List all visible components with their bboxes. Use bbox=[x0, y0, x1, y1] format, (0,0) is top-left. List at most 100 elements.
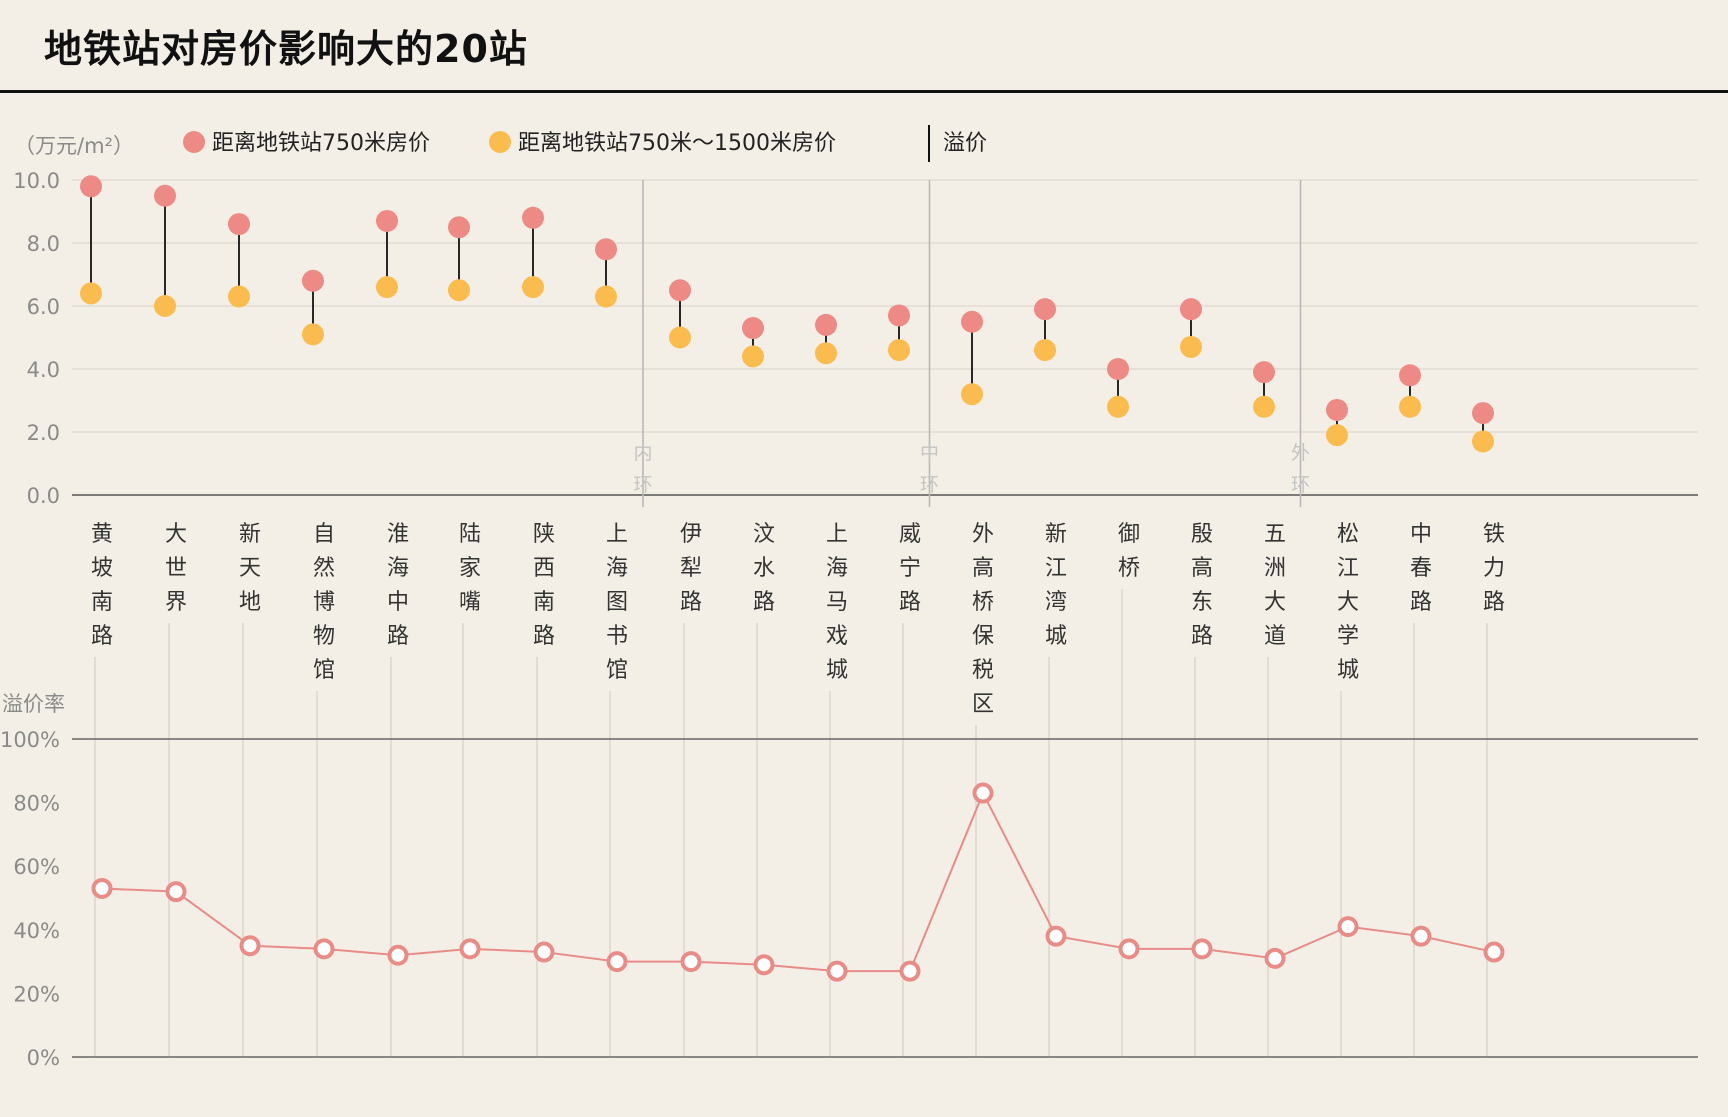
station-label-char: 物 bbox=[313, 624, 335, 649]
station-label-char: 路 bbox=[387, 624, 409, 649]
station-label-char: 路 bbox=[753, 590, 775, 615]
premium-rate-point bbox=[1337, 916, 1359, 938]
station-label-char: 大 bbox=[1264, 590, 1286, 615]
far-price-point bbox=[522, 276, 544, 299]
unit-label: （万元/m²） bbox=[14, 134, 134, 158]
far-price-point bbox=[1253, 395, 1275, 418]
far-price-point bbox=[228, 285, 250, 308]
station-label-char: 馆 bbox=[606, 658, 628, 683]
station-label-char: 铁 bbox=[1483, 522, 1505, 547]
bottom-y-tick-label: 40% bbox=[13, 919, 60, 943]
station-label-char: 桥 bbox=[972, 590, 994, 615]
station-label-char: 路 bbox=[533, 624, 555, 649]
bottom-y-tick-label: 100% bbox=[0, 728, 60, 752]
near-price-point bbox=[154, 184, 176, 207]
station-label-char: 家 bbox=[459, 556, 481, 581]
far-price-point bbox=[154, 295, 176, 317]
station-label-char: 伊 bbox=[680, 522, 702, 547]
station-label-char: 水 bbox=[753, 556, 775, 581]
station-label-char: 五 bbox=[1264, 522, 1286, 547]
station-label-char: 力 bbox=[1483, 556, 1505, 581]
premium-rate-point bbox=[1483, 941, 1505, 963]
far-price-point bbox=[1034, 339, 1056, 362]
near-price-point bbox=[522, 206, 544, 229]
station-label-char: 陕 bbox=[533, 522, 555, 547]
station-label-char: 外 bbox=[972, 522, 994, 547]
station-label-char: 保 bbox=[972, 624, 994, 649]
station-label-char: 海 bbox=[387, 556, 409, 581]
station-label-char: 道 bbox=[1264, 624, 1286, 649]
premium-rate-point bbox=[387, 944, 409, 966]
station-label-char: 新 bbox=[1045, 522, 1067, 547]
premium-rate-point bbox=[972, 782, 994, 804]
title-rule bbox=[0, 90, 1728, 93]
ring-divider-label: 内 bbox=[633, 442, 652, 464]
near-price-point bbox=[1326, 398, 1348, 421]
station-label-char: 路 bbox=[1191, 624, 1213, 649]
near-price-point bbox=[1034, 298, 1056, 321]
near-price-point bbox=[1472, 402, 1494, 425]
station-label-char: 江 bbox=[1045, 556, 1067, 581]
far-price-point bbox=[302, 323, 324, 346]
station-label-char: 江 bbox=[1337, 556, 1359, 581]
bottom-y-tick-label: 60% bbox=[13, 855, 60, 879]
bottom-y-tick-label: 0% bbox=[27, 1046, 60, 1070]
station-label-char: 新 bbox=[239, 522, 261, 547]
station-label-char: 海 bbox=[826, 556, 848, 581]
premium-rate-point bbox=[606, 951, 628, 973]
station-label-char: 戏 bbox=[826, 624, 848, 649]
premium-rate-point bbox=[753, 954, 775, 976]
station-label-char: 宁 bbox=[899, 556, 921, 581]
station-label-char: 路 bbox=[680, 590, 702, 615]
near-price-point bbox=[376, 209, 398, 232]
premium-rate-point bbox=[680, 951, 702, 973]
station-label-char: 南 bbox=[533, 590, 555, 615]
station-label-char: 殷 bbox=[1191, 522, 1213, 547]
legend-far-swatch bbox=[489, 131, 511, 153]
station-label-char: 路 bbox=[1410, 590, 1432, 615]
near-price-point bbox=[1180, 298, 1202, 321]
ring-divider-label: 外 bbox=[1291, 442, 1310, 464]
premium-rate-point bbox=[826, 960, 848, 982]
near-price-point bbox=[1253, 361, 1275, 384]
station-label-char: 城 bbox=[1337, 658, 1359, 683]
station-label-char: 中 bbox=[1410, 522, 1432, 547]
station-label-char: 嘴 bbox=[459, 590, 481, 615]
station-label-char: 书 bbox=[606, 624, 628, 649]
station-label-char: 威 bbox=[899, 522, 921, 547]
station-label-char: 大 bbox=[165, 522, 187, 547]
far-price-point bbox=[80, 282, 102, 305]
station-label-char: 世 bbox=[165, 556, 187, 581]
far-price-point bbox=[1326, 424, 1348, 447]
far-price-point bbox=[1180, 335, 1202, 358]
station-label-char: 西 bbox=[533, 556, 555, 581]
premium-rate-point bbox=[313, 938, 335, 960]
near-price-point bbox=[961, 310, 983, 333]
bottom-y-tick-label: 80% bbox=[13, 792, 60, 816]
station-label-char: 海 bbox=[606, 556, 628, 581]
station-label-char: 馆 bbox=[313, 658, 335, 683]
station-label-char: 马 bbox=[826, 590, 848, 615]
station-label-char: 坡 bbox=[91, 556, 113, 581]
ring-divider-label: 中 bbox=[920, 442, 939, 464]
ring-divider-label: 环 bbox=[633, 474, 652, 496]
top-y-tick-label: 0.0 bbox=[27, 484, 60, 508]
station-label-char: 中 bbox=[387, 590, 409, 615]
station-label-char: 上 bbox=[606, 522, 628, 547]
far-price-point bbox=[1472, 430, 1494, 453]
station-label-char: 上 bbox=[826, 522, 848, 547]
near-price-point bbox=[448, 216, 470, 239]
far-price-point bbox=[1107, 395, 1129, 418]
premium-rate-point bbox=[899, 960, 921, 982]
station-label-char: 自 bbox=[313, 522, 335, 547]
far-price-point bbox=[1399, 395, 1421, 418]
premium-rate-point bbox=[459, 938, 481, 960]
station-label-char: 湾 bbox=[1045, 590, 1067, 615]
station-label-char: 城 bbox=[1045, 624, 1067, 649]
bottom-y-axis-label: 溢价率 bbox=[2, 692, 65, 716]
near-price-point bbox=[302, 269, 324, 292]
station-label-char: 图 bbox=[606, 590, 628, 615]
premium-rate-point bbox=[91, 877, 113, 899]
